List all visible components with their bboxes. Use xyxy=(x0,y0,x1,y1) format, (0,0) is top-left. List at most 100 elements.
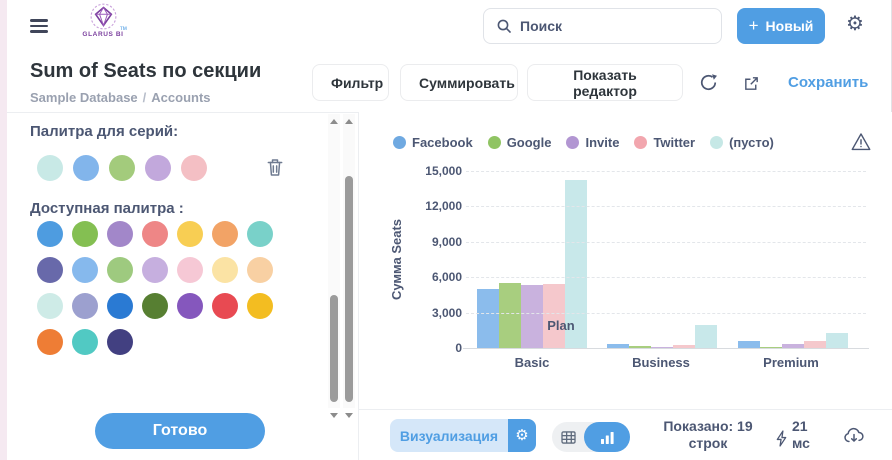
filter-button[interactable]: Фильтр xyxy=(312,64,389,101)
palette-color-swatch[interactable] xyxy=(212,257,238,283)
legend-item[interactable]: Invite xyxy=(566,135,619,150)
palette-color-swatch[interactable] xyxy=(107,257,133,283)
table-view-icon[interactable] xyxy=(552,430,584,444)
bar-Invite-basic[interactable] xyxy=(521,284,543,348)
warning-icon[interactable] xyxy=(851,132,871,151)
palette-color-swatch[interactable] xyxy=(142,293,168,319)
scrollbar-thumb[interactable] xyxy=(330,295,338,402)
chart-view-toggle-active[interactable] xyxy=(584,422,630,452)
rows-shown-text: Показано: 19 строк xyxy=(663,418,753,451)
y-axis-tick-label: 6,000 xyxy=(431,270,462,285)
palette-color-swatch[interactable] xyxy=(72,221,98,247)
logo-diamond-icon xyxy=(90,3,116,30)
series-color-swatch[interactable] xyxy=(73,155,99,181)
scrollbar-track-1[interactable] xyxy=(328,114,340,418)
palette-color-swatch[interactable] xyxy=(107,329,133,355)
logo-tm-text: тм xyxy=(120,26,127,32)
download-icon[interactable] xyxy=(843,426,865,445)
bar-Invite-business[interactable] xyxy=(651,346,673,348)
search-box[interactable] xyxy=(483,8,722,44)
hamburger-menu-icon[interactable] xyxy=(30,19,48,33)
palette-color-swatch[interactable] xyxy=(142,257,168,283)
query-time-text: 21 мс xyxy=(792,418,810,451)
breadcrumb-database[interactable]: Sample Database xyxy=(30,90,138,105)
palette-color-swatch[interactable] xyxy=(37,293,63,319)
palette-color-swatch[interactable] xyxy=(37,257,63,283)
palette-color-swatch[interactable] xyxy=(72,293,98,319)
palette-color-swatch[interactable] xyxy=(177,293,203,319)
summarize-button[interactable]: Суммировать xyxy=(400,64,518,101)
sidebar-divider xyxy=(358,112,359,460)
palette-color-swatch[interactable] xyxy=(247,221,273,247)
palette-color-swatch[interactable] xyxy=(142,221,168,247)
series-color-swatch[interactable] xyxy=(145,155,171,181)
palette-color-swatch[interactable] xyxy=(107,293,133,319)
series-color-swatch[interactable] xyxy=(109,155,135,181)
visualization-settings-gear-icon[interactable]: ⚙ xyxy=(508,419,536,452)
refresh-icon[interactable] xyxy=(699,73,718,92)
palette-color-swatch[interactable] xyxy=(212,221,238,247)
legend-item[interactable]: Google xyxy=(487,135,551,150)
legend-dot-icon xyxy=(566,136,580,149)
show-editor-button[interactable]: Показать редактор xyxy=(527,64,683,101)
bar-Google-premium[interactable] xyxy=(760,346,782,348)
legend-item[interactable]: (пусто) xyxy=(710,135,774,150)
scroll-down-arrow-icon[interactable] xyxy=(345,413,353,418)
gridline xyxy=(466,277,866,279)
breadcrumb[interactable]: Sample Database / Accounts xyxy=(30,90,211,105)
scroll-down-arrow-icon[interactable] xyxy=(330,413,338,418)
palette-color-swatch[interactable] xyxy=(247,257,273,283)
scroll-up-arrow-icon[interactable] xyxy=(330,119,338,124)
share-icon[interactable] xyxy=(743,75,760,92)
palette-color-swatch[interactable] xyxy=(177,257,203,283)
bar-пусто-business[interactable] xyxy=(695,325,717,348)
bar-Twitter-premium[interactable] xyxy=(804,341,826,348)
bar-Google-business[interactable] xyxy=(629,346,651,348)
bar-пусто-basic[interactable] xyxy=(565,180,587,348)
palette-color-swatch[interactable] xyxy=(247,293,273,319)
bar-Google-basic[interactable] xyxy=(499,283,521,348)
palette-color-swatch[interactable] xyxy=(107,221,133,247)
bar-Facebook-basic[interactable] xyxy=(477,289,499,348)
bar-Twitter-basic[interactable] xyxy=(543,283,565,348)
app-logo[interactable]: тм GLARUS BI xyxy=(72,3,134,38)
palette-color-swatch[interactable] xyxy=(72,329,98,355)
trash-icon[interactable] xyxy=(265,156,285,179)
bar-Facebook-business[interactable] xyxy=(607,343,629,348)
palette-color-swatch[interactable] xyxy=(72,257,98,283)
bar-Invite-premium[interactable] xyxy=(782,343,804,348)
breadcrumb-table[interactable]: Accounts xyxy=(151,90,211,105)
series-palette-row xyxy=(37,155,207,181)
palette-color-swatch[interactable] xyxy=(177,221,203,247)
save-button[interactable]: Сохранить xyxy=(788,74,869,91)
scrollbar-thumb[interactable] xyxy=(345,176,353,402)
table-chart-toggle[interactable] xyxy=(552,422,630,452)
bar-пусто-premium[interactable] xyxy=(826,333,848,348)
legend-item[interactable]: Twitter xyxy=(634,135,695,150)
search-input[interactable] xyxy=(520,18,700,34)
palette-color-swatch[interactable] xyxy=(37,221,63,247)
plus-icon: + xyxy=(748,15,759,35)
series-color-swatch[interactable] xyxy=(37,155,63,181)
lightning-icon xyxy=(775,430,788,447)
y-axis-tick-label: 3,000 xyxy=(431,305,462,320)
chart-area: Facebook Google Invite Twitter (пусто) Сумма… xyxy=(359,112,892,409)
settings-gear-icon[interactable]: ⚙ xyxy=(846,13,864,35)
new-button[interactable]: + Новый xyxy=(737,8,825,44)
legend-dot-icon xyxy=(634,136,648,149)
palette-color-swatch[interactable] xyxy=(37,329,63,355)
bar-Facebook-premium[interactable] xyxy=(738,340,760,348)
scrollbar-track-2[interactable] xyxy=(343,114,355,418)
palette-color-swatch[interactable] xyxy=(212,293,238,319)
bar-Twitter-business[interactable] xyxy=(673,344,695,348)
done-button[interactable]: Готово xyxy=(95,413,265,449)
visualization-button[interactable]: Визуализация xyxy=(390,419,508,452)
scroll-up-arrow-icon[interactable] xyxy=(345,119,353,124)
legend-item[interactable]: Facebook xyxy=(393,135,473,150)
available-palette-label: Доступная палитра : xyxy=(30,200,184,217)
series-color-swatch[interactable] xyxy=(181,155,207,181)
bar-group-business xyxy=(607,325,717,348)
gridline xyxy=(466,206,866,208)
x-axis-category-label: Premium xyxy=(763,355,819,370)
